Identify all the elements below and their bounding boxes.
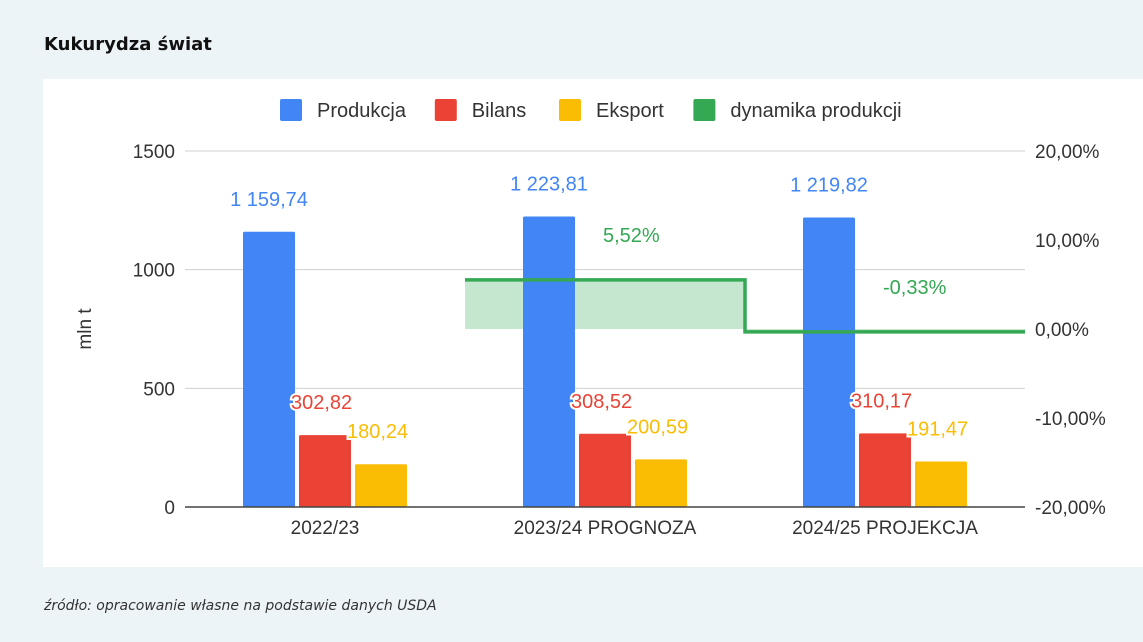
bar-label: 1 223,81 [510, 174, 588, 196]
bar-bilans [579, 433, 631, 507]
line-label: 5,52% [603, 225, 660, 247]
x-tick-label: 2024/25 PROJEKCJA [792, 518, 978, 539]
legend-swatch [559, 99, 581, 121]
y-tick-label: 1000 [133, 261, 175, 282]
line-dynamika-produkcji [465, 278, 1025, 334]
page-title: Kukurydza świat [44, 34, 212, 55]
legend-label: Eksport [596, 100, 664, 122]
legend-swatch [280, 99, 302, 121]
bar-bilans [859, 433, 911, 507]
bar-label: 1 219,82 [790, 174, 868, 196]
bar-label: 200,59 [627, 416, 688, 438]
x-tick-label: 2022/23 [291, 518, 360, 539]
y-tick-label: 0 [164, 498, 175, 519]
bar-label: 308,52 [571, 391, 632, 413]
legend-label: Bilans [472, 100, 526, 122]
line-label: -0,33% [883, 277, 947, 299]
bar-eksport [635, 459, 687, 507]
legend-swatch [434, 99, 457, 121]
line-area [465, 279, 745, 329]
bar-label: 180,24 [347, 421, 408, 443]
y-tick-label: 500 [143, 379, 175, 400]
bar-eksport [355, 464, 407, 507]
x-tick-label: 2023/24 PROGNOZA [514, 518, 697, 539]
bar-label: 191,47 [907, 419, 968, 441]
source-note: źródło: opracowanie własne na podstawie … [44, 598, 437, 614]
y2-tick-label: 20,00% [1035, 142, 1100, 163]
legend-label: dynamika produkcji [730, 100, 901, 122]
legend-swatch [693, 99, 716, 121]
y2-tick-label: -20,00% [1035, 498, 1106, 519]
y-axis-label: mln t [75, 308, 96, 350]
y2-tick-label: 0,00% [1035, 320, 1089, 341]
y2-tick-label: 10,00% [1035, 231, 1100, 252]
bar-label: 1 159,74 [230, 189, 308, 211]
y2-tick-label: -10,00% [1035, 409, 1106, 430]
bar-produkcja [243, 231, 295, 507]
bar-bilans [299, 435, 351, 507]
bar-label: 302,82 [291, 392, 352, 414]
legend-label: Produkcja [317, 100, 407, 122]
bar-produkcja [803, 217, 855, 508]
bar-produkcja [523, 216, 575, 508]
chart-svg: 1 159,74 1 223,81 1 219,82 302,82 308,52 310,… [75, 99, 1106, 539]
chart-card: 1 159,74 1 223,81 1 219,82 302,82 308,52 310,… [43, 79, 1143, 567]
bar-eksport [915, 461, 967, 507]
y-tick-label: 1500 [133, 142, 175, 163]
bar-label: 310,17 [851, 390, 912, 412]
